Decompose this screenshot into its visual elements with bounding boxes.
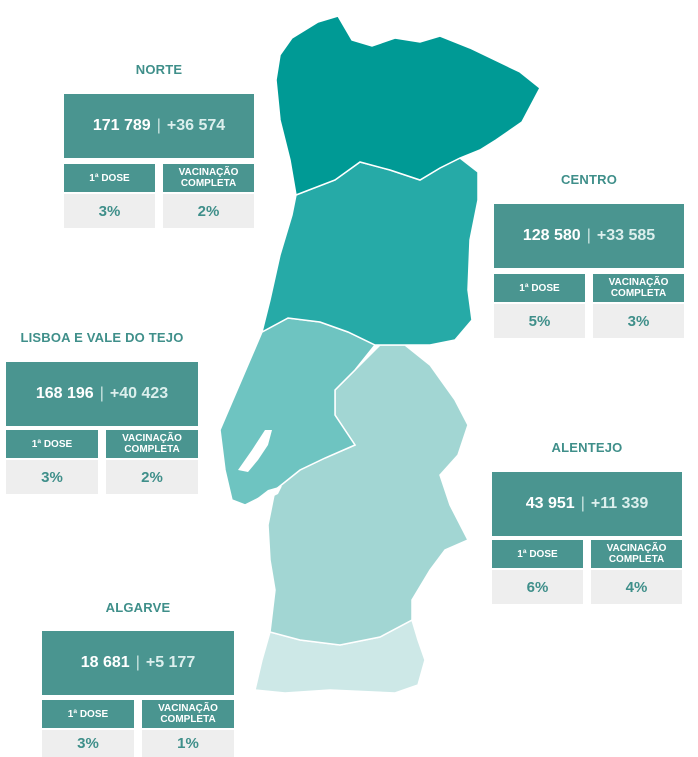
weekly-change: +11 339: [590, 495, 649, 512]
first-dose-percent: 3%: [42, 730, 134, 757]
complete-vaccination-percent: 2%: [106, 460, 198, 494]
first-dose-label: 1ª DOSE: [64, 164, 155, 192]
complete-vaccination-label: VACINAÇÃO COMPLETA: [106, 430, 198, 458]
complete-vaccination-label: VACINAÇÃO COMPLETA: [593, 274, 684, 302]
first-dose-label: 1ª DOSE: [6, 430, 98, 458]
total-value: 171 789: [92, 117, 151, 134]
dose-stats: 1ª DOSE VACINAÇÃO COMPLETA 3% 1%: [42, 700, 234, 757]
weekly-change: +36 574: [166, 117, 226, 134]
tagus-estuary: [238, 430, 272, 472]
complete-vaccination-label: VACINAÇÃO COMPLETA: [142, 700, 234, 728]
weekly-change: +5 177: [145, 654, 196, 671]
region-title: ALGARVE: [105, 600, 171, 615]
complete-vaccination-percent: 4%: [591, 570, 682, 604]
region-card-lisboa-vale-tejo: LISBOA E VALE DO TEJO 168 196 | +40 423 …: [6, 330, 198, 498]
region-title: LISBOA E VALE DO TEJO: [20, 330, 184, 345]
complete-vaccination-label: VACINAÇÃO COMPLETA: [591, 540, 682, 568]
total-value: 43 951: [525, 495, 575, 512]
complete-vaccination-percent: 1%: [142, 730, 234, 757]
dose-stats: 1ª DOSE VACINAÇÃO COMPLETA 5% 3%: [494, 274, 684, 338]
value-separator: |: [586, 227, 591, 244]
region-card-algarve: ALGARVE 18 681 | +5 177 1ª DOSE VACINAÇÃ…: [42, 600, 234, 757]
region-title: ALENTEJO: [551, 440, 623, 455]
region-card-centro: CENTRO 128 580 | +33 585 1ª DOSE VACINAÇ…: [494, 172, 684, 340]
region-title: CENTRO: [560, 172, 618, 187]
weekly-change: +40 423: [109, 385, 169, 402]
complete-vaccination-label: VACINAÇÃO COMPLETA: [163, 164, 254, 192]
value-separator: |: [156, 117, 161, 134]
total-value: 18 681: [80, 654, 130, 671]
first-dose-percent: 3%: [6, 460, 98, 494]
vaccination-total-box: 18 681 | +5 177: [42, 631, 234, 695]
region-card-norte: NORTE 171 789 | +36 574 1ª DOSE VACINAÇÃ…: [64, 62, 254, 230]
vaccination-total-box: 43 951 | +11 339: [492, 472, 682, 536]
first-dose-percent: 3%: [64, 194, 155, 228]
region-title: NORTE: [135, 62, 183, 77]
complete-vaccination-percent: 3%: [593, 304, 684, 338]
vaccination-total-box: 128 580 | +33 585: [494, 204, 684, 268]
complete-vaccination-percent: 2%: [163, 194, 254, 228]
first-dose-label: 1ª DOSE: [42, 700, 134, 728]
vaccination-total-box: 168 196 | +40 423: [6, 362, 198, 426]
dose-stats: 1ª DOSE VACINAÇÃO COMPLETA 3% 2%: [64, 164, 254, 228]
first-dose-label: 1ª DOSE: [494, 274, 585, 302]
dose-stats: 1ª DOSE VACINAÇÃO COMPLETA 3% 2%: [6, 430, 198, 494]
value-separator: |: [99, 385, 104, 402]
dose-stats: 1ª DOSE VACINAÇÃO COMPLETA 6% 4%: [492, 540, 682, 604]
total-value: 128 580: [522, 227, 581, 244]
first-dose-label: 1ª DOSE: [492, 540, 583, 568]
map-region-norte: [275, 15, 541, 197]
total-value: 168 196: [35, 385, 94, 402]
weekly-change: +33 585: [596, 227, 656, 244]
first-dose-percent: 6%: [492, 570, 583, 604]
first-dose-percent: 5%: [494, 304, 585, 338]
value-separator: |: [135, 654, 140, 671]
sado-estuary: [255, 486, 282, 502]
vaccination-total-box: 171 789 | +36 574: [64, 94, 254, 158]
value-separator: |: [580, 495, 585, 512]
region-card-alentejo: ALENTEJO 43 951 | +11 339 1ª DOSE VACINA…: [492, 440, 682, 608]
